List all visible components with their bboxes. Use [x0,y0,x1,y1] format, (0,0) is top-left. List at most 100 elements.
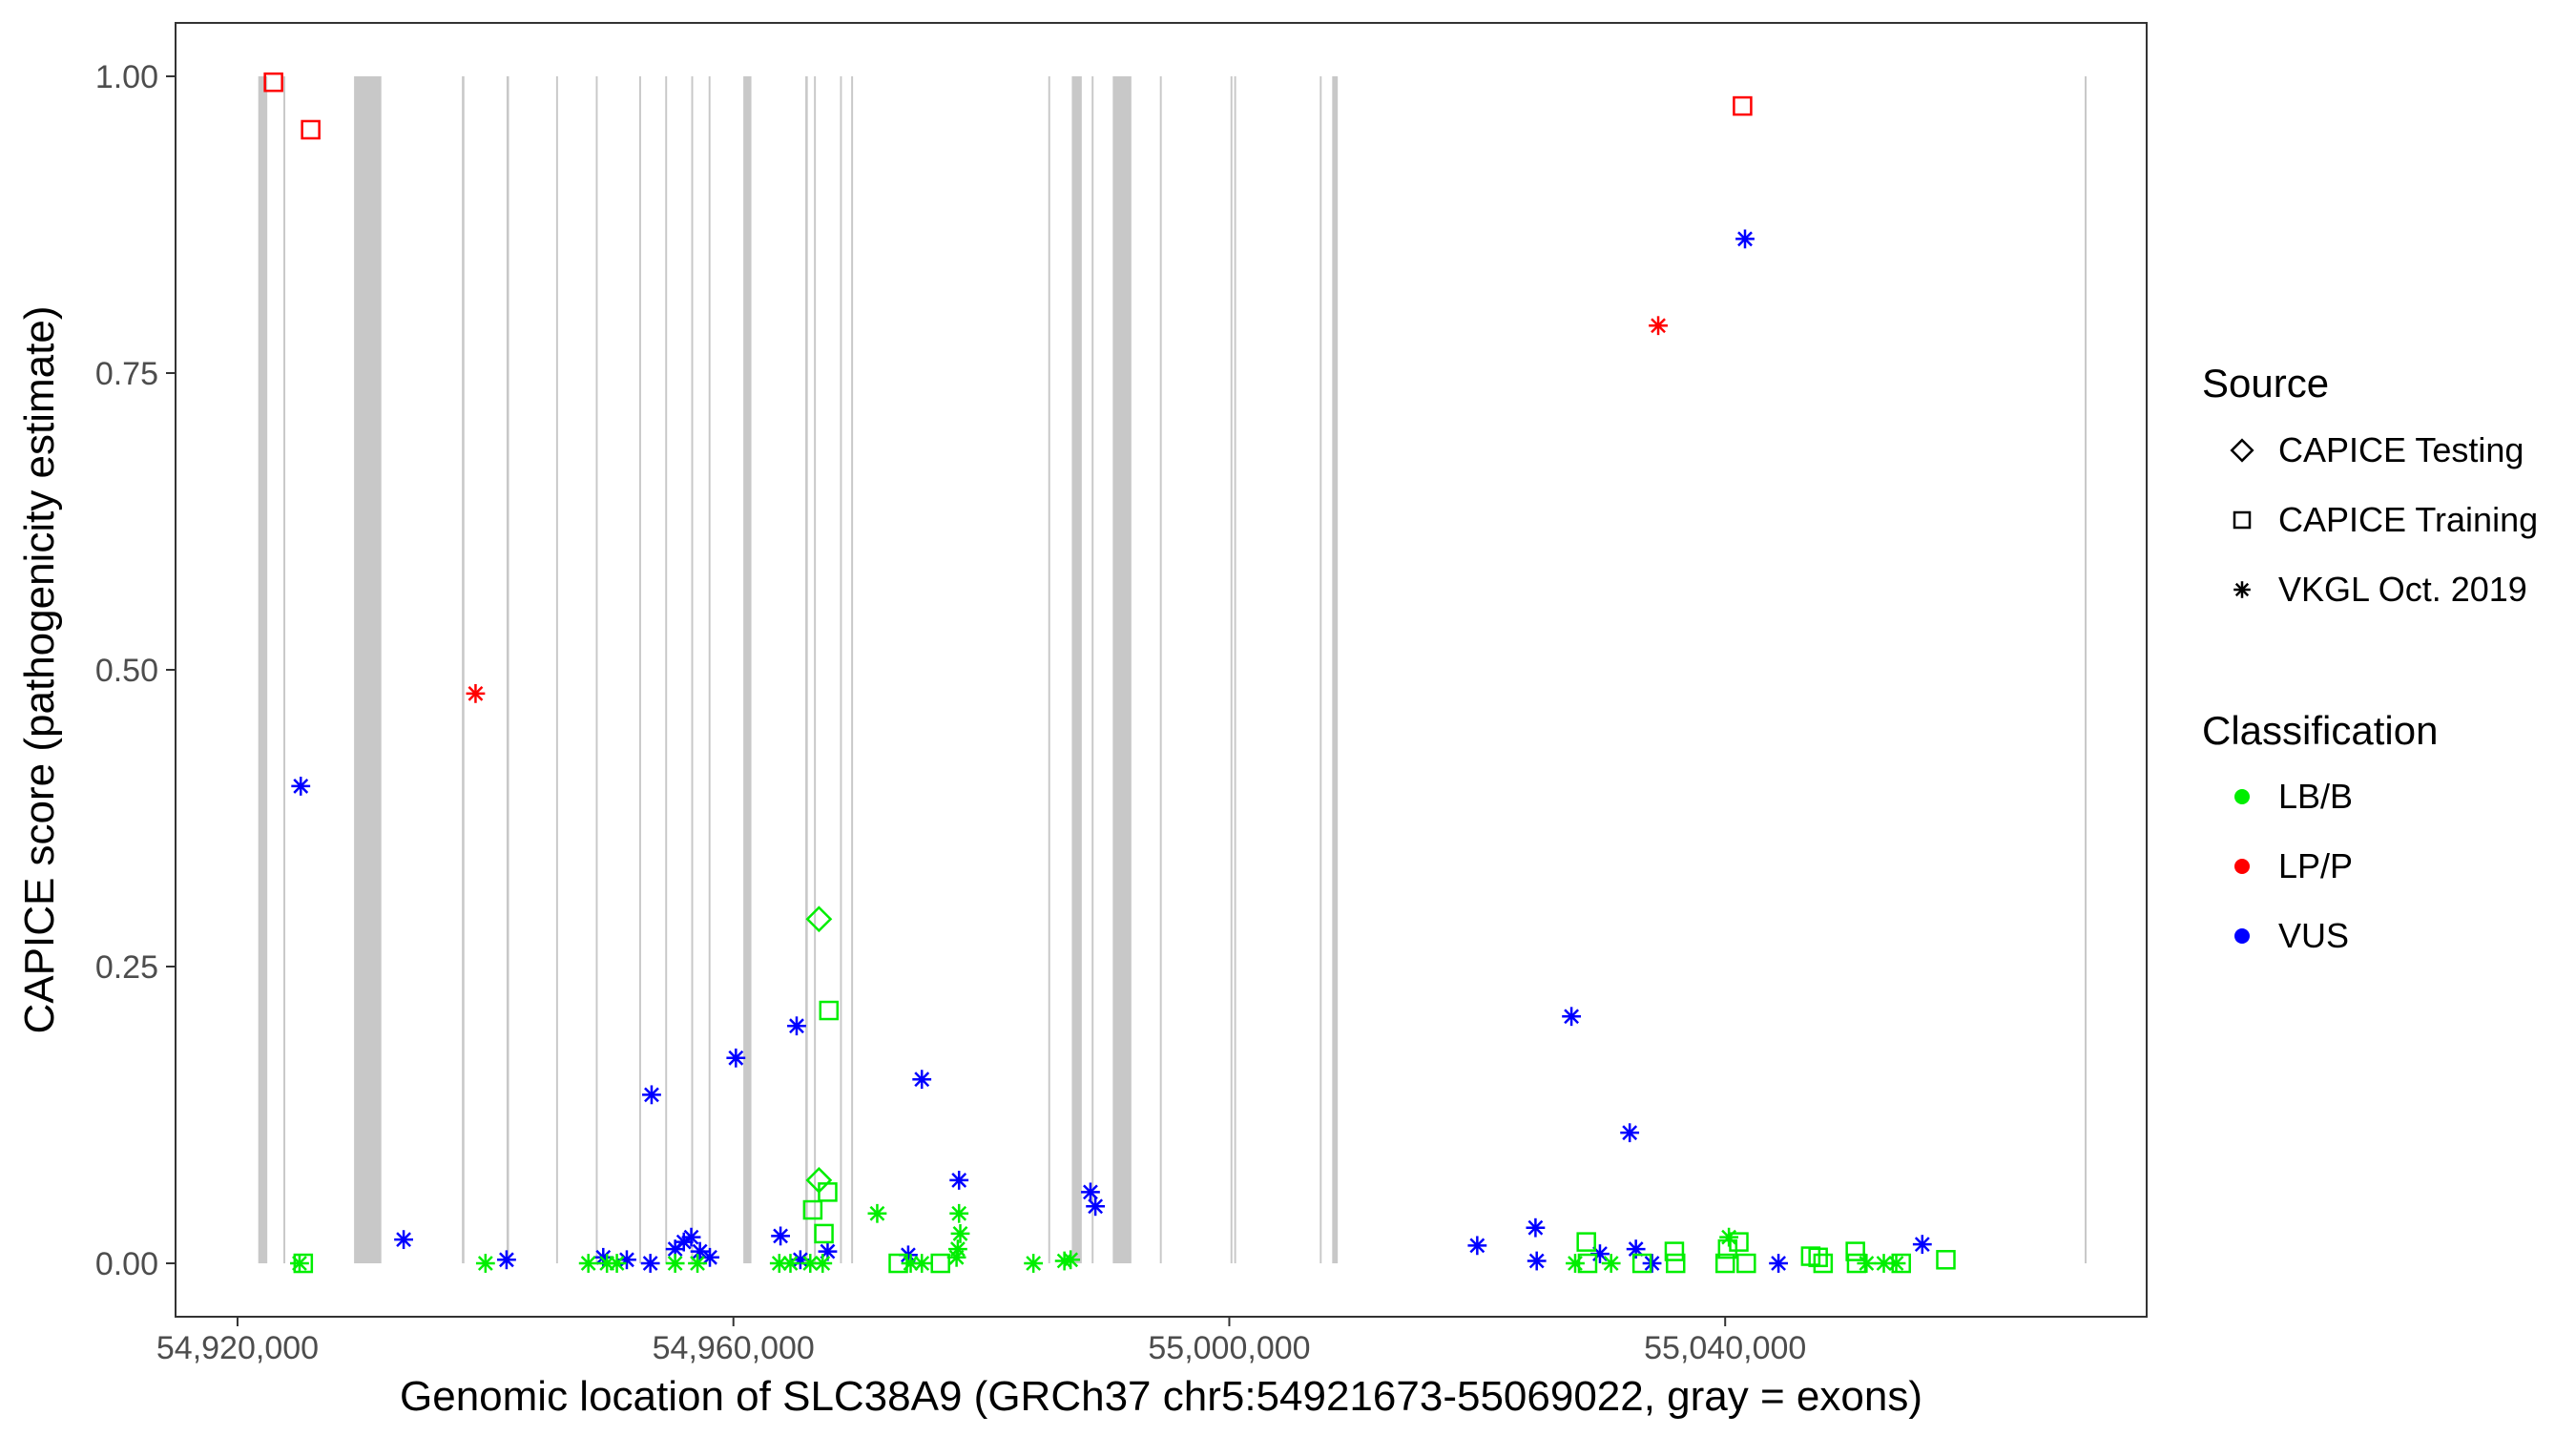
data-point-lbb-vkgl [912,1254,932,1273]
legend-symbol-asterisk [2233,581,2251,598]
exon-band-11 [708,75,711,1264]
data-point-lbb-vkgl [665,1254,685,1273]
data-point-lbb-training [293,1253,314,1274]
data-point-vus-vkgl [1769,1254,1788,1273]
legend-dot-lpp [2234,859,2250,874]
exon-band-12 [743,75,752,1264]
data-point-vus-vkgl [497,1250,516,1270]
exon-band-6 [555,75,558,1264]
exon-band-20 [1112,75,1132,1264]
data-point-lbb-vkgl [1061,1250,1081,1270]
data-point-lbb-vkgl [780,1254,800,1273]
data-point-vus-vkgl [787,1016,806,1036]
data-point-lbb-training [818,1182,838,1202]
exon-band-22 [1230,75,1233,1264]
data-point-lbb-training [1577,1253,1598,1274]
legend: Source CAPICE Testing CAPICE Training VKGL… [2202,361,2538,955]
data-point-lbb-training [1631,1253,1652,1274]
data-point-lbb-training [1736,1253,1756,1274]
legend-classification-entries: LB/B LP/P VUS [2234,777,2353,955]
exon-band-9 [665,75,668,1264]
data-point-lbb-vkgl [949,1203,969,1223]
data-point-lbb-training [1936,1250,1956,1270]
legend-symbol-diamond [2230,438,2254,463]
legend-label-lpp: LP/P [2278,846,2353,885]
y-tick-label-5: 1.00 [95,59,158,95]
data-point-vus-vkgl [394,1230,413,1250]
data-point-lbb-training [1714,1253,1735,1274]
data-point-lbb-vkgl [578,1254,598,1273]
data-point-lbb-testing [805,905,833,933]
data-point-lbb-vkgl [1601,1254,1621,1273]
legend-label-vkgl: VKGL Oct. 2019 [2278,570,2527,609]
data-point-vus-vkgl [1526,1217,1546,1238]
data-point-lbb-training [1664,1241,1685,1261]
data-point-vus-vkgl [1620,1123,1640,1143]
legend-label-testing: CAPICE Testing [2278,430,2524,469]
x-axis-label: Genomic location of SLC38A9 (GRCh37 chr5… [400,1373,1922,1420]
data-point-lbb-vkgl [607,1254,627,1273]
x-tick-label-3: 55,000,000 [1148,1330,1310,1366]
legend-dot-lbb [2234,789,2250,804]
legend-classification-title: Classification [2202,708,2438,753]
y-tick-label-2: 0.25 [95,949,158,986]
data-point-vus-vkgl [1912,1235,1932,1255]
legend-label-training: CAPICE Training [2278,500,2538,539]
exon-band-17 [1048,75,1050,1264]
data-point-vus-vkgl [726,1048,746,1068]
data-point-vus-vkgl [1081,1182,1100,1202]
exon-bands [258,75,2087,1264]
exon-band-24 [1319,75,1322,1264]
data-point-lbb-vkgl [475,1254,495,1273]
x-tick-label-4: 55,040,000 [1644,1330,1806,1366]
data-point-vus-vkgl [690,1241,710,1261]
data-point-lbb-training [1813,1253,1834,1274]
exon-band-25 [1332,75,1339,1264]
y-tick-label-1: 0.00 [95,1246,158,1282]
exon-band-10 [691,75,694,1264]
y-tick-label-4: 0.75 [95,356,158,392]
legend-source-title: Source [2202,361,2329,406]
exon-band-19 [1091,75,1094,1264]
data-point-lbb-training [1891,1253,1911,1274]
data-point-lbb-vkgl [1024,1254,1044,1273]
data-point-lbb-vkgl [1857,1254,1877,1273]
data-point-vus-vkgl [681,1227,701,1247]
data-point-lbb-vkgl [688,1254,707,1273]
exon-band-13 [805,75,808,1264]
legend-dot-vus [2234,928,2250,944]
data-point-vus-vkgl [1527,1251,1547,1271]
data-point-lbb-training [1717,1238,1738,1259]
y-axis-label: CAPICE score (pathogenicity estimate) [16,306,63,1034]
data-point-vus-vkgl [1642,1254,1662,1273]
exon-band-5 [506,75,509,1264]
data-point-vus-vkgl [640,1254,660,1273]
data-point-vus-vkgl [642,1085,661,1105]
data-point-lbb-vkgl [813,1254,833,1273]
data-point-lbb-vkgl [1886,1254,1906,1273]
exon-band-15 [840,75,842,1264]
exon-band-18 [1071,75,1082,1264]
y-axis: 0.00 0.25 0.50 0.75 1.00 [95,59,176,1282]
data-point-lbb-training [888,1253,908,1274]
y-tick-label-3: 0.50 [95,653,158,689]
data-point-lpp-training [263,72,283,93]
legend-source-entries: CAPICE Testing CAPICE Training VKGL Oct. 2… [2230,430,2538,609]
data-point-vus-vkgl [771,1226,790,1246]
data-point-lbb-vkgl [1566,1254,1585,1273]
data-point-lbb-training [802,1199,823,1220]
data-point-vus-vkgl [949,1171,969,1190]
legend-symbol-square [2233,510,2252,530]
exon-band-4 [462,75,465,1264]
data-point-lbb-vkgl [597,1254,617,1273]
data-point-lbb-training [819,1000,840,1021]
data-point-lbb-training [1576,1232,1596,1252]
exon-band-16 [851,75,854,1264]
data-point-lpp-vkgl [1649,316,1668,336]
data-point-vus-vkgl [1086,1197,1106,1217]
x-tick-label-1: 54,920,000 [156,1330,319,1366]
exon-band-8 [638,75,641,1264]
x-axis: 54,920,000 54,960,000 55,000,000 55,040,000 [156,1317,1806,1366]
